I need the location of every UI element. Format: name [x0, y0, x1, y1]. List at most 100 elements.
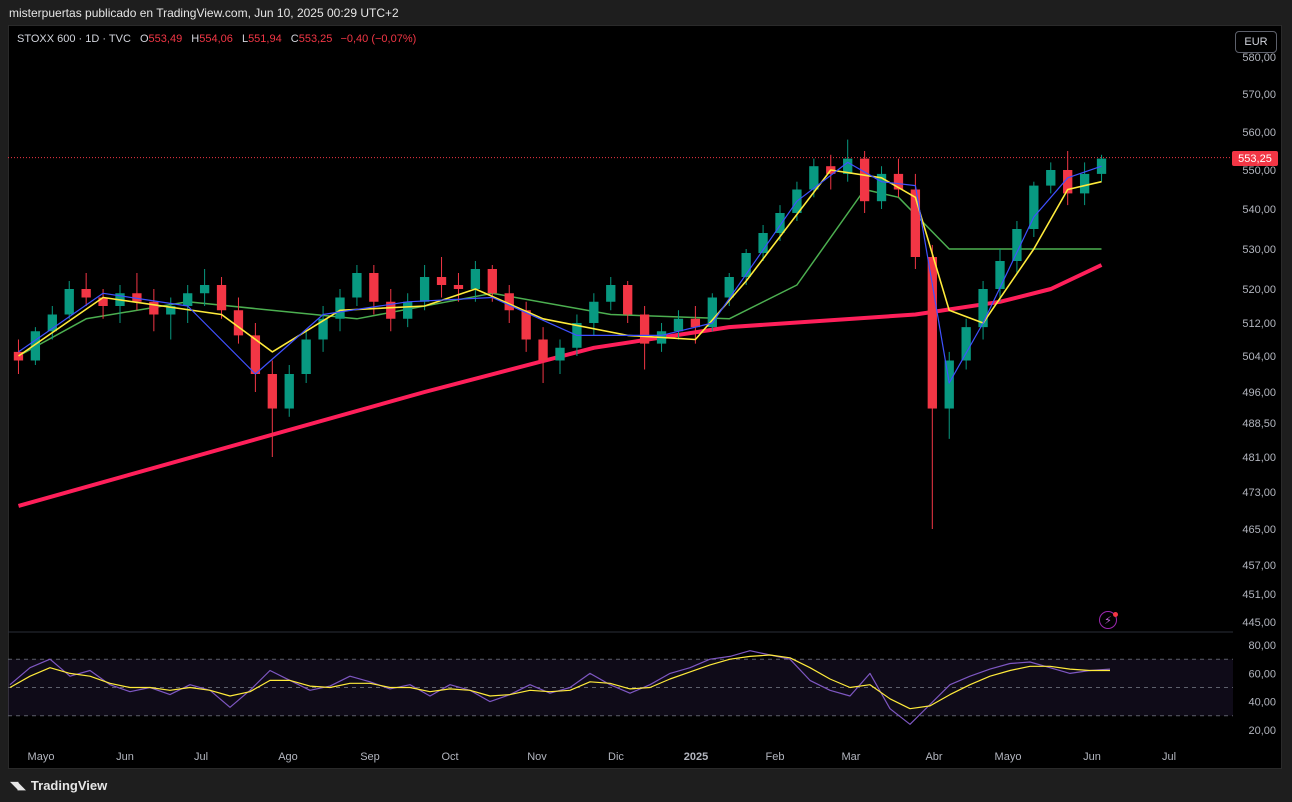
brand-name: TradingView	[30, 778, 108, 793]
price-axis-tick: 488,50	[1242, 418, 1276, 430]
candle-body	[386, 301, 396, 319]
time-axis-tick: Mayo	[995, 751, 1022, 763]
time-axis-tick: Feb	[766, 751, 785, 763]
time-axis-tick: Oct	[441, 751, 458, 763]
close-value: 553,25	[298, 33, 333, 45]
price-axis-tick: 560,00	[1242, 127, 1276, 139]
price-axis-tick: 520,00	[1242, 284, 1276, 296]
candle-body	[301, 339, 311, 374]
chart-frame	[8, 25, 1282, 769]
candle-body	[910, 189, 921, 257]
footer-brand[interactable]: ◥◣ TradingView	[10, 778, 107, 793]
price-axis-tick: 530,00	[1242, 244, 1276, 256]
candle-body	[859, 158, 870, 202]
candle-body	[403, 301, 413, 319]
candle-body	[250, 335, 261, 374]
publisher-line: misterpuertas publicado en TradingView.c…	[9, 6, 399, 20]
candle-body	[419, 277, 430, 302]
time-axis-tick: Jun	[116, 751, 134, 763]
low-label: L	[241, 33, 249, 45]
candle-body	[623, 285, 633, 315]
candle-body	[809, 166, 819, 190]
open-label: O	[139, 33, 149, 45]
rsi-axis-tick: 20,00	[1248, 725, 1276, 737]
candle-body	[47, 314, 57, 332]
candle-body	[944, 360, 954, 409]
candle-body	[1046, 170, 1056, 186]
price-axis-tick: 445,00	[1242, 617, 1276, 629]
currency-button[interactable]: EUR	[1235, 31, 1277, 53]
time-axis-tick: Jul	[1162, 751, 1176, 763]
price-axis-tick: 540,00	[1242, 204, 1276, 216]
price-axis-tick: 473,00	[1242, 487, 1276, 499]
price-axis-tick: 580,00	[1242, 52, 1276, 64]
candle-body	[589, 301, 599, 323]
candle-body	[149, 301, 159, 315]
ma-200-line	[17, 263, 1103, 508]
candle-body	[453, 285, 464, 289]
candle-body	[369, 273, 379, 302]
candle-body	[690, 318, 701, 328]
rsi-line	[9, 650, 1111, 725]
tradingview-logo-icon: ◥◣	[10, 780, 26, 792]
last-price-tag: 553,25	[1232, 151, 1278, 166]
candle-body	[1029, 185, 1039, 229]
rsi-axis-tick: 60,00	[1248, 668, 1276, 680]
time-axis-tick: Sep	[360, 751, 380, 763]
candle-body	[267, 374, 277, 409]
candle-body	[775, 213, 785, 233]
candle-body	[1063, 170, 1073, 194]
price-axis-tick: 570,00	[1242, 89, 1276, 101]
candle-body	[199, 285, 210, 294]
time-axis-tick: Mar	[842, 751, 861, 763]
candle-body	[1079, 173, 1090, 194]
candle-body	[352, 273, 362, 298]
time-axis-tick: Jun	[1083, 751, 1101, 763]
time-axis-tick: Jul	[194, 751, 208, 763]
candle-body	[216, 285, 227, 311]
candle-body	[741, 253, 751, 277]
candle-body	[995, 261, 1005, 289]
candle-body	[555, 347, 565, 361]
price-axis-tick: 512,00	[1242, 318, 1276, 330]
candle-body	[1012, 229, 1022, 261]
chart-canvas[interactable]: 580,00 570,00 560,00 550,00 540,00 530,00 520,…	[8, 25, 1282, 769]
candle-body	[64, 289, 74, 315]
rsi-axis-tick: 40,00	[1248, 697, 1276, 709]
candle-body	[81, 289, 91, 298]
candle-body	[318, 318, 328, 340]
candle-body	[98, 297, 108, 306]
rsi-band-fill	[8, 659, 1233, 716]
candle-body	[13, 351, 24, 361]
price-axis-tick: 465,00	[1242, 524, 1276, 536]
candle-body	[504, 293, 514, 311]
candle-body	[1096, 158, 1107, 174]
high-label: H	[191, 33, 200, 45]
candle-body	[183, 293, 193, 306]
rsi-ma-line	[9, 654, 1110, 710]
candle-body	[978, 289, 988, 328]
candle-body	[487, 269, 497, 294]
candle-body	[876, 173, 887, 202]
time-axis-tick: Mayo	[28, 751, 55, 763]
open-value: 553,49	[148, 33, 183, 45]
price-axis-tick: 481,00	[1242, 452, 1276, 464]
low-value: 551,94	[248, 33, 282, 45]
price-axis-tick: 451,00	[1242, 589, 1276, 601]
high-value: 554,06	[199, 33, 233, 45]
lightning-bolt-icon[interactable]: ⚡	[1099, 611, 1117, 629]
symbol-legend: STOXX 600 · 1D · TVC O553,49 H554,06 L55…	[17, 33, 416, 45]
time-axis-tick: Ago	[278, 751, 298, 763]
candle-body	[538, 339, 548, 361]
price-axis-tick: 550,00	[1242, 165, 1276, 177]
candle-body	[961, 327, 971, 361]
candle-body	[606, 285, 616, 302]
time-axis-tick: Abr	[925, 751, 942, 763]
price-axis-tick: 504,00	[1242, 351, 1276, 363]
candle-body	[639, 314, 650, 344]
symbol-name: STOXX 600 · 1D · TVC	[17, 33, 131, 45]
alert-badge	[1113, 612, 1118, 617]
candle-body	[521, 310, 531, 340]
time-axis-tick: Dic	[608, 751, 624, 763]
candle-body	[30, 331, 41, 361]
